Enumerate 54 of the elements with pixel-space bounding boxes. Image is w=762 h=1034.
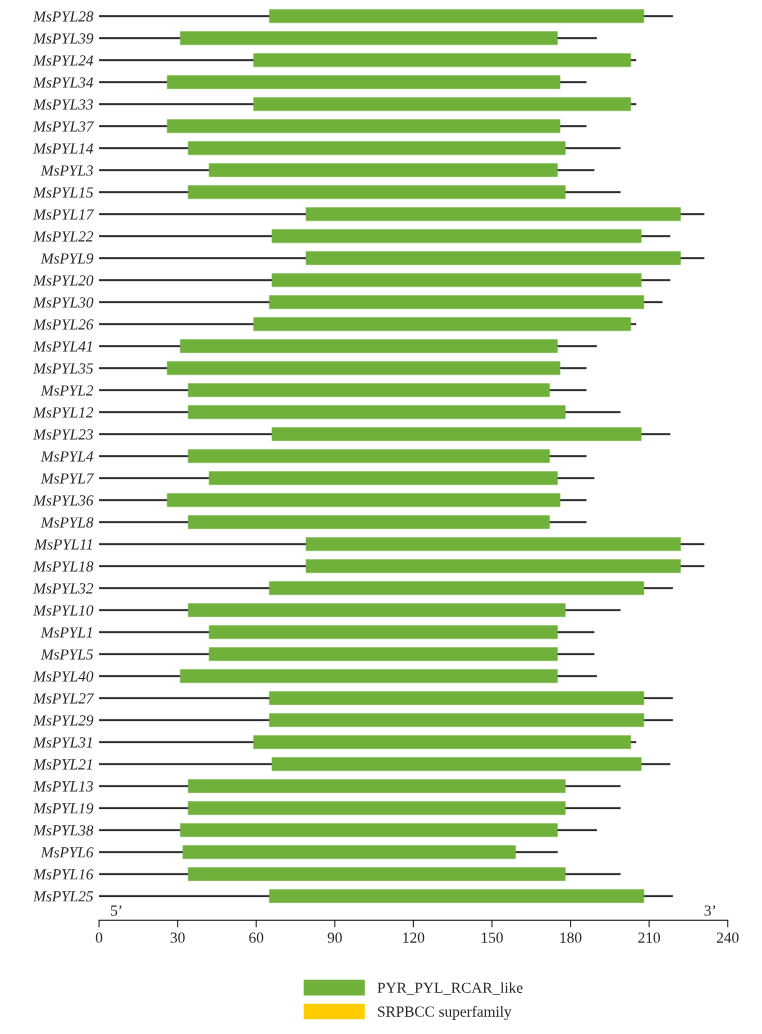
- y-tick-label: MsPYL21: [33, 759, 92, 770]
- y-tick-label: MsPYL33: [33, 99, 93, 110]
- y-tick-label: MsPYL4: [40, 451, 94, 462]
- y-tick-label: MsPYL27: [33, 693, 95, 704]
- y-tick-label: MsPYL8: [40, 517, 94, 528]
- y-tick-label: MsPYL16: [33, 869, 94, 880]
- x-tick-label: 210: [638, 932, 660, 943]
- y-tick-label: MsPYL36: [33, 495, 94, 506]
- y-tick-label: MsPYL34: [33, 77, 94, 88]
- y-tick-label: MsPYL2: [40, 385, 94, 396]
- x-tick-label: 180: [560, 932, 582, 943]
- y-tick-label: MsPYL7: [40, 473, 95, 484]
- y-tick-label: MsPYL26: [33, 319, 94, 330]
- x-tick-label: 120: [403, 932, 425, 943]
- y-tick-label: MsPYL29: [33, 715, 94, 726]
- y-tick-label: MsPYL28: [33, 11, 94, 22]
- y-tick-label: MsPYL41: [33, 341, 92, 352]
- y-tick-label: MsPYL40: [33, 671, 94, 682]
- y-tick-label: MsPYL20: [33, 275, 94, 286]
- y-tick-label: MsPYL3: [40, 165, 93, 176]
- x-tick-label: 90: [327, 932, 342, 943]
- y-tick-label: MsPYL35: [33, 363, 94, 374]
- y-tick-label: MsPYL23: [33, 429, 93, 440]
- y-tick-label: MsPYL1: [40, 627, 92, 638]
- legend-label: SRPBCC superfamily: [378, 1005, 512, 1020]
- y-tick-label: MsPYL17: [33, 209, 95, 220]
- y-tick-label: MsPYL30: [33, 297, 94, 308]
- y-tick-label: MsPYL32: [33, 583, 94, 594]
- y-tick-label: MsPYL5: [40, 649, 94, 660]
- x-tick-label: 240: [716, 932, 739, 943]
- y-tick-label: MsPYL31: [33, 737, 92, 748]
- y-tick-label: MsPYL12: [33, 407, 94, 418]
- annotation: 5’: [111, 905, 122, 916]
- x-tick-label: 60: [249, 932, 264, 943]
- y-tick-label: MsPYL10: [33, 605, 94, 616]
- y-tick-label: MsPYL25: [33, 891, 94, 902]
- y-tick-label: MsPYL6: [40, 847, 94, 858]
- x-tick-label: 150: [481, 932, 503, 943]
- y-tick-label: MsPYL24: [33, 55, 94, 66]
- y-tick-label: MsPYL38: [33, 825, 94, 836]
- y-tick-label: MsPYL18: [33, 561, 94, 572]
- y-tick-label: MsPYL19: [33, 803, 94, 814]
- y-tick-label: MsPYL15: [33, 187, 94, 198]
- y-tick-label: MsPYL14: [33, 143, 94, 154]
- y-tick-label: MsPYL22: [33, 231, 94, 242]
- annotation: 3’: [704, 905, 716, 916]
- y-tick-label: MsPYL11: [34, 539, 92, 550]
- x-tick-label: 30: [170, 932, 185, 943]
- y-tick-label: MsPYL37: [33, 121, 95, 132]
- x-tick-label: 0: [95, 932, 103, 943]
- y-tick-label: MsPYL9: [40, 253, 94, 264]
- legend-label: PYR_PYL_RCAR_like: [377, 982, 523, 995]
- y-tick-label: MsPYL13: [33, 781, 93, 792]
- y-tick-label: MsPYL39: [33, 33, 94, 44]
